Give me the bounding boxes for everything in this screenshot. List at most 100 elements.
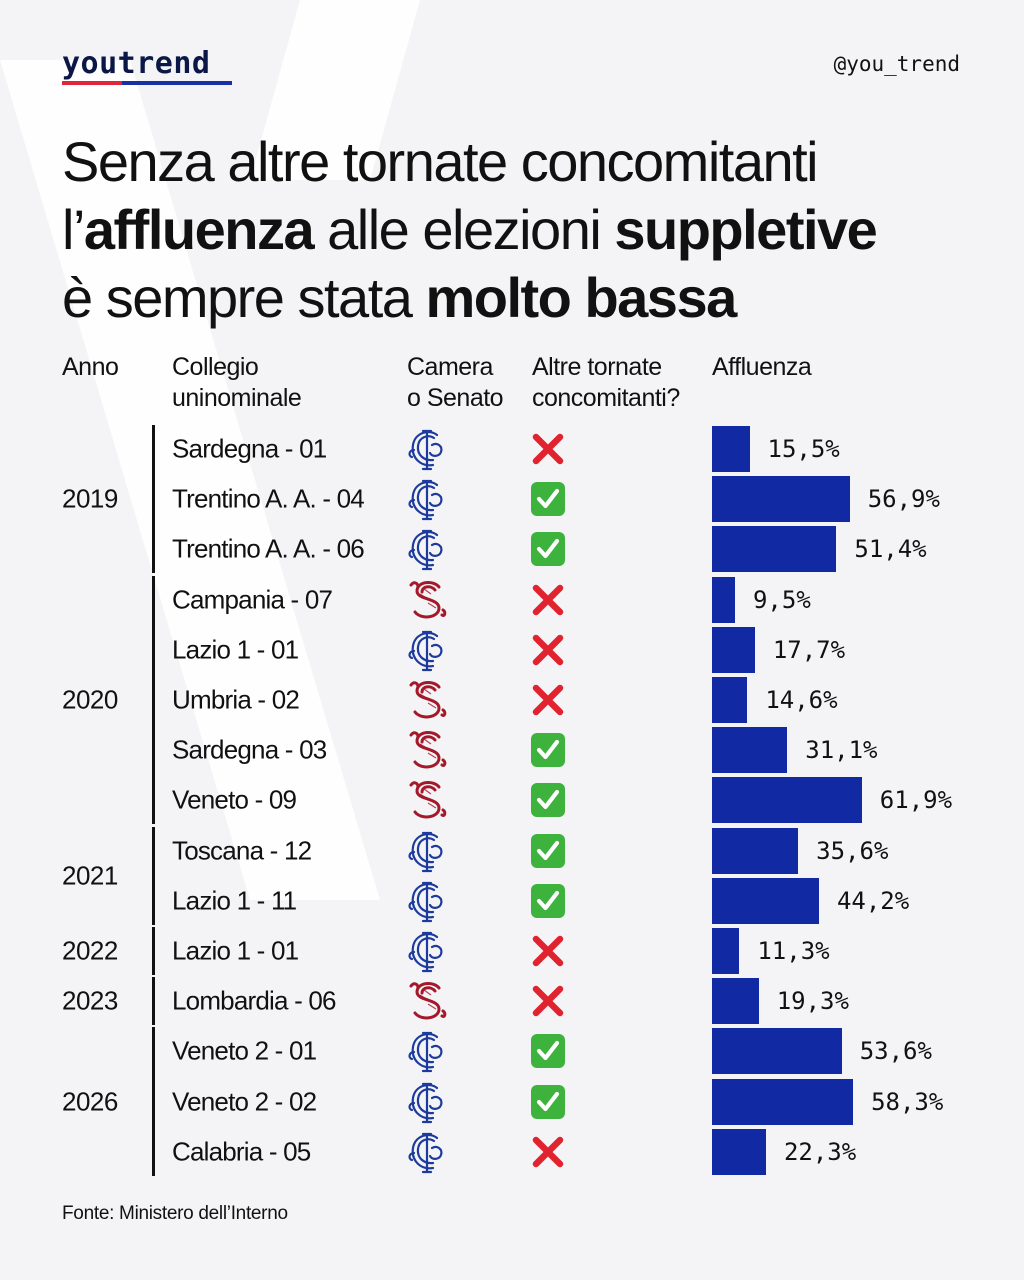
brand-underline xyxy=(62,81,232,85)
affluenza-bar xyxy=(712,626,755,673)
collegio-label: Veneto - 09 xyxy=(172,784,297,815)
affluenza-value-label: 22,3% xyxy=(783,1137,857,1166)
affluenza-bar xyxy=(712,928,740,974)
cross-mark-icon xyxy=(530,632,566,668)
affluenza-bar xyxy=(712,1128,766,1175)
affluenza-value-label: 14,6% xyxy=(765,686,838,714)
brand-logo: youtrend xyxy=(62,46,211,81)
senato-icon xyxy=(406,727,450,773)
year-group-divider xyxy=(152,575,155,825)
affluenza-value-label: 15,5% xyxy=(767,435,840,463)
affluenza-bar xyxy=(712,727,788,774)
camera-icon xyxy=(406,928,450,974)
year-group-divider xyxy=(152,425,155,574)
senato-icon xyxy=(406,978,450,1024)
affluenza-bar xyxy=(712,1028,842,1075)
camera-icon xyxy=(406,1079,450,1125)
collegio-label: Calabria - 05 xyxy=(172,1136,311,1167)
header-camera-senato: Camera o Senato xyxy=(407,353,504,412)
cross-mark-icon xyxy=(530,682,566,718)
affluenza-value-label: 31,1% xyxy=(805,736,878,765)
social-handle: @you_trend xyxy=(833,52,960,76)
senato-icon xyxy=(406,577,450,623)
affluenza-value-label: 44,2% xyxy=(836,886,910,915)
header-collegio: Collegio uninominale xyxy=(172,353,302,412)
title-line-3: è sempre stata molto bassa xyxy=(62,266,737,329)
year-group-divider xyxy=(152,1027,155,1176)
collegio-label: Umbria - 02 xyxy=(172,684,300,715)
collegio-label: Lombardia - 06 xyxy=(172,985,336,1016)
collegio-label: Veneto 2 - 01 xyxy=(172,1035,317,1066)
page-title: Senza altre tornate concomitanti l’afflu… xyxy=(62,128,982,332)
camera-icon xyxy=(406,1028,450,1074)
affluenza-value-label: 35,6% xyxy=(816,836,889,865)
affluenza-bar xyxy=(712,978,759,1025)
collegio-label: Veneto 2 - 02 xyxy=(172,1086,317,1117)
year-label: 2021 xyxy=(62,860,118,891)
camera-icon xyxy=(406,627,450,673)
affluenza-bar xyxy=(712,877,819,924)
title-line-2: l’affluenza alle elezioni suppletive xyxy=(62,198,878,261)
collegio-label: Lazio 1 - 11 xyxy=(172,885,297,916)
year-label: 2026 xyxy=(62,1086,118,1117)
check-mark-icon xyxy=(530,481,566,517)
year-group-divider xyxy=(152,826,155,925)
collegio-label: Sardegna - 03 xyxy=(172,734,327,765)
camera-icon xyxy=(406,476,450,522)
header-altre-tornate: Altre tornate concomitanti? xyxy=(532,353,680,412)
check-mark-icon xyxy=(530,1084,566,1120)
year-group-divider xyxy=(152,927,155,975)
cross-mark-icon xyxy=(530,933,566,969)
year-label: 2019 xyxy=(62,483,118,514)
affluenza-bar xyxy=(712,1078,854,1125)
affluenza-value-label: 17,7% xyxy=(772,635,846,664)
year-label: 2023 xyxy=(62,985,118,1016)
affluenza-bar xyxy=(712,777,862,824)
affluenza-value-label: 53,6% xyxy=(859,1037,932,1066)
collegio-label: Campania - 07 xyxy=(172,584,333,615)
camera-icon xyxy=(406,828,450,874)
collegio-label: Sardegna - 01 xyxy=(172,433,327,464)
check-mark-icon xyxy=(530,732,566,768)
camera-icon xyxy=(406,526,450,572)
year-group-divider xyxy=(152,977,155,1026)
collegio-label: Trentino A. A. - 04 xyxy=(172,483,365,514)
header-affluenza: Affluenza xyxy=(712,353,812,381)
collegio-label: Lazio 1 - 01 xyxy=(172,634,299,665)
collegio-label: Trentino A. A. - 06 xyxy=(172,533,365,564)
affluenza-bar xyxy=(712,827,799,874)
check-mark-icon xyxy=(530,782,566,818)
title-line-1: Senza altre tornate concomitanti xyxy=(62,130,819,193)
camera-icon xyxy=(406,1129,450,1175)
affluenza-bar xyxy=(712,476,850,523)
senato-icon xyxy=(406,777,450,823)
camera-icon xyxy=(406,426,450,472)
affluenza-value-label: 9,5% xyxy=(752,585,811,614)
check-mark-icon xyxy=(530,1033,566,1069)
year-label: 2022 xyxy=(62,935,118,966)
affluenza-value-label: 11,3% xyxy=(757,937,830,965)
check-mark-icon xyxy=(530,833,566,869)
senato-icon xyxy=(406,677,450,723)
affluenza-value-label: 19,3% xyxy=(776,987,849,1016)
cross-mark-icon xyxy=(530,983,566,1019)
affluenza-value-label: 58,3% xyxy=(871,1087,944,1116)
header-anno: Anno xyxy=(62,353,119,381)
check-mark-icon xyxy=(530,883,566,919)
camera-icon xyxy=(406,878,450,924)
affluenza-bar xyxy=(712,677,748,723)
affluenza-bar xyxy=(712,426,750,472)
affluenza-value-label: 51,4% xyxy=(854,535,927,564)
affluenza-bar xyxy=(712,576,735,623)
cross-mark-icon xyxy=(530,431,566,467)
cross-mark-icon xyxy=(530,582,566,618)
collegio-label: Lazio 1 - 01 xyxy=(172,935,299,966)
cross-mark-icon xyxy=(530,1134,566,1170)
affluenza-value-label: 61,9% xyxy=(879,786,953,815)
check-mark-icon xyxy=(530,531,566,567)
affluenza-value-label: 56,9% xyxy=(867,485,940,514)
source-note: Fonte: Ministero dell’Interno xyxy=(62,1203,288,1224)
affluenza-bar xyxy=(712,526,837,573)
